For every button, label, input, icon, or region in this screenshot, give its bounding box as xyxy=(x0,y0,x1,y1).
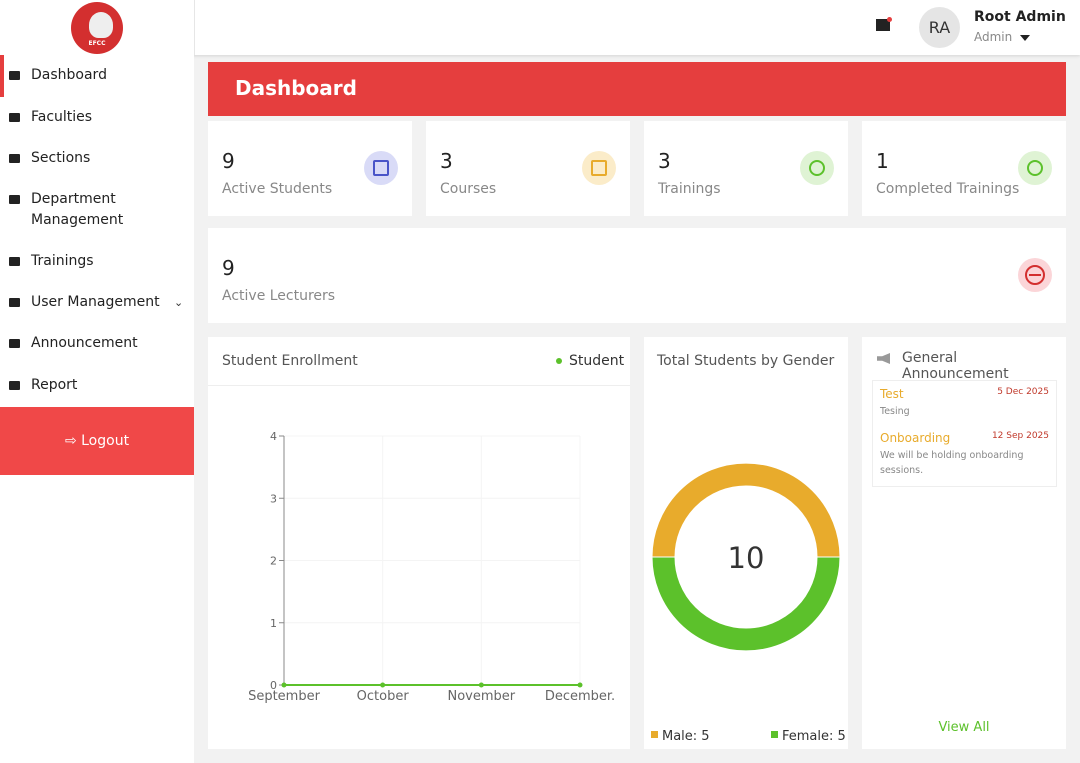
stat-icon xyxy=(1018,151,1052,185)
logo-text: EFCC xyxy=(88,40,106,47)
stat-label: Courses xyxy=(440,181,497,197)
avatar[interactable]: RA xyxy=(919,7,960,48)
dropdown-caret[interactable] xyxy=(1020,35,1030,41)
stat-value: 9 xyxy=(222,149,235,173)
stat-card: 9 Active Students xyxy=(208,121,412,216)
stat-value: 3 xyxy=(658,149,671,173)
menu-label: Faculties xyxy=(31,109,93,125)
announcement-body: Tesing xyxy=(880,406,910,417)
menu-icon xyxy=(9,195,20,204)
icon-glyph xyxy=(591,160,607,176)
menu-item[interactable]: Dashboard xyxy=(0,65,194,86)
stat-icon xyxy=(582,151,616,185)
legend-label[interactable]: Student xyxy=(569,353,625,369)
logout-button[interactable]: ⇨ Logout xyxy=(0,407,194,475)
stat-label: Completed Trainings xyxy=(876,181,1020,197)
banner xyxy=(208,62,1066,116)
menu-icon xyxy=(9,154,20,163)
announcement-item-title[interactable]: Test xyxy=(880,387,904,401)
icon-glyph xyxy=(809,160,825,176)
stat-label: Trainings xyxy=(658,181,721,197)
stat-card: 1 Completed Trainings xyxy=(862,121,1066,216)
announcement-body: We will be holding onboarding sessions. xyxy=(880,450,1024,476)
announcement-card: General Announcement Test 5 Dec 2025 Tesin… xyxy=(862,337,1066,749)
active-indicator xyxy=(0,55,4,97)
menu-icon xyxy=(9,113,20,122)
view-all-link[interactable]: View All xyxy=(938,720,990,735)
menu-item[interactable]: Department Management xyxy=(0,189,194,231)
menu-item[interactable]: User Management ⌄ xyxy=(0,292,194,313)
stat-icon xyxy=(800,151,834,185)
user-name: Root Admin xyxy=(974,9,1066,25)
chart-title: Student Enrollment xyxy=(222,353,358,369)
menu-icon xyxy=(9,298,20,307)
menu-icon xyxy=(9,257,20,266)
logout-label: Logout xyxy=(81,433,130,449)
menu-item[interactable]: Announcement xyxy=(0,333,194,354)
menu-icon xyxy=(9,381,20,390)
announcement-date: 5 Dec 2025 xyxy=(997,387,1049,397)
stat-value: 1 xyxy=(876,149,889,173)
user-role[interactable]: Admin xyxy=(974,30,1013,44)
stat-card: 9 Active Lecturers xyxy=(208,228,1066,323)
menu-label: User Management xyxy=(31,294,160,310)
stat-value: 3 xyxy=(440,149,453,173)
announcement-item-title[interactable]: Onboarding xyxy=(880,431,951,445)
enrollment-card: Student Enrollment Student xyxy=(208,337,630,749)
menu-label: Department Management xyxy=(31,191,124,228)
icon-glyph xyxy=(373,160,389,176)
stat-card: 3 Trainings xyxy=(644,121,848,216)
gender-card: Total Students by Gender xyxy=(644,337,848,749)
announcement-list xyxy=(872,380,1057,487)
stat-value: 9 xyxy=(222,256,235,280)
icon-glyph xyxy=(1027,160,1043,176)
menu-label: Sections xyxy=(31,150,91,166)
menu-item[interactable]: Report xyxy=(0,375,194,396)
stat-label: Active Students xyxy=(222,181,333,197)
notification-icon[interactable] xyxy=(876,17,892,31)
top-bar xyxy=(0,0,1080,55)
page-title: Dashboard xyxy=(235,76,357,100)
menu-label: Report xyxy=(31,377,78,393)
stat-icon xyxy=(364,151,398,185)
stat-label: Active Lecturers xyxy=(222,288,336,304)
stat-icon xyxy=(1018,258,1052,292)
menu-icon xyxy=(9,339,20,348)
menu-item[interactable]: Faculties xyxy=(0,107,194,128)
announcement-date: 12 Sep 2025 xyxy=(991,431,1049,441)
chart-title: Total Students by Gender xyxy=(657,353,835,369)
chevron: ⌄ xyxy=(174,296,184,309)
menu-item[interactable]: Trainings xyxy=(0,251,194,272)
divider xyxy=(194,0,195,55)
menu-icon xyxy=(9,71,20,80)
logo[interactable]: EFCC xyxy=(71,2,123,54)
legend-swatch xyxy=(556,358,562,364)
menu-label: Trainings xyxy=(31,253,94,269)
announcement-title: General Announcement xyxy=(902,350,1009,382)
stat-card: 3 Courses xyxy=(426,121,630,216)
menu-label: Dashboard xyxy=(31,67,107,83)
menu-label: Announcement xyxy=(31,335,138,351)
menu-item[interactable]: Sections xyxy=(0,148,194,169)
